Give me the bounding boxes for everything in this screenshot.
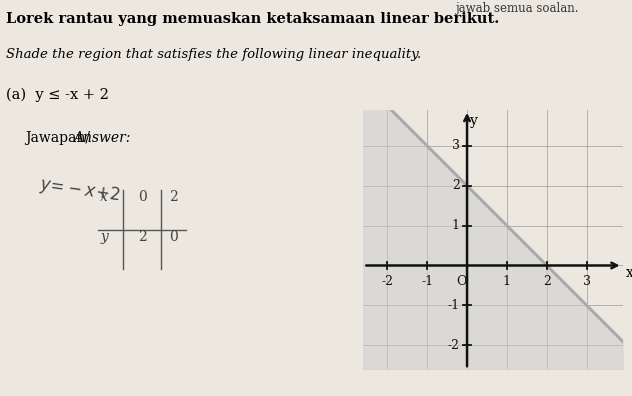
Text: -2: -2 — [448, 339, 460, 352]
Text: y: y — [470, 114, 478, 128]
Text: 2: 2 — [138, 230, 147, 244]
Text: Answer:: Answer: — [73, 131, 130, 145]
Text: 2: 2 — [169, 190, 178, 204]
Text: 2: 2 — [543, 276, 550, 288]
Text: 1: 1 — [452, 219, 460, 232]
Text: 1: 1 — [503, 276, 511, 288]
Text: $y\!=\!-x\!+\!2$: $y\!=\!-x\!+\!2$ — [38, 174, 121, 206]
Text: -2: -2 — [381, 276, 393, 288]
Text: (a)  y ≤ -x + 2: (a) y ≤ -x + 2 — [6, 87, 109, 101]
Text: Jawapan/: Jawapan/ — [25, 131, 90, 145]
Text: O: O — [456, 276, 466, 288]
Text: 2: 2 — [452, 179, 460, 192]
Text: 0: 0 — [138, 190, 147, 204]
Text: 0: 0 — [169, 230, 178, 244]
Text: y: y — [100, 230, 108, 244]
Text: 3: 3 — [583, 276, 591, 288]
Text: x: x — [100, 190, 108, 204]
Text: x: x — [626, 266, 632, 280]
Text: -1: -1 — [447, 299, 460, 312]
Text: 3: 3 — [452, 139, 460, 152]
Text: -1: -1 — [421, 276, 434, 288]
Text: jawab semua soalan.: jawab semua soalan. — [455, 2, 578, 15]
Text: Lorek rantau yang memuaskan ketaksamaan linear berikut.: Lorek rantau yang memuaskan ketaksamaan … — [6, 12, 499, 26]
Text: Shade the region that satisfies the following linear inequality.: Shade the region that satisfies the foll… — [6, 48, 422, 61]
